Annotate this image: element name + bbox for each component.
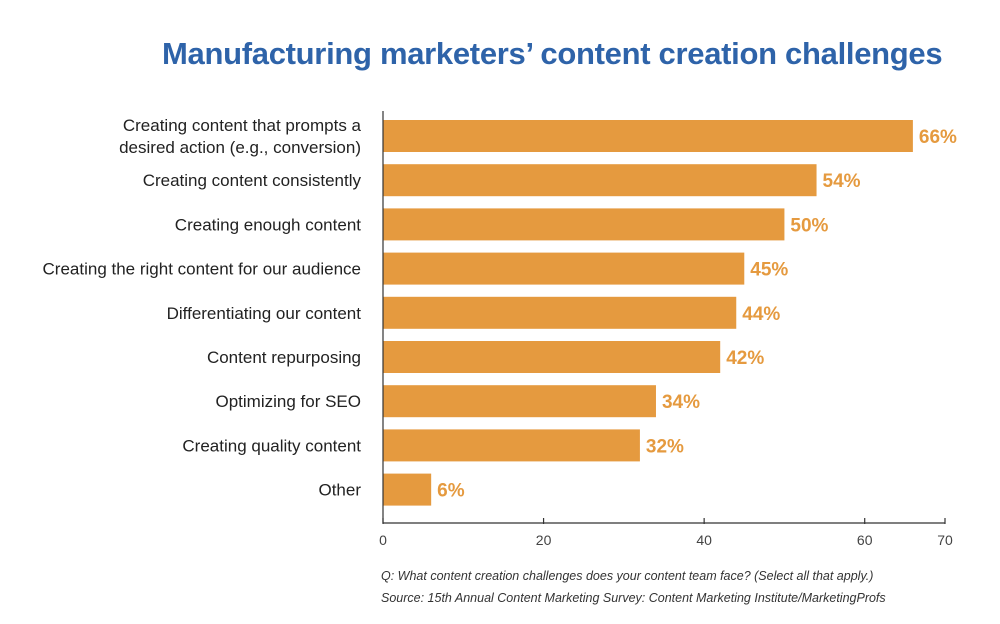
bar-7	[383, 385, 656, 418]
category-label-5: Differentiating our content	[167, 304, 362, 323]
value-labels-group: 66% 54% 50% 45% 44% 42% 34% 32% 6%	[437, 127, 957, 502]
data-label-4: 45%	[750, 260, 788, 281]
x-tick-label-20: 20	[536, 532, 552, 548]
survey-question-note: Q: What content creation challenges does…	[381, 569, 874, 583]
data-label-2: 54%	[823, 171, 861, 192]
bars-group	[383, 120, 913, 506]
x-tick-label-40: 40	[696, 532, 712, 548]
x-tick-label-70: 70	[937, 532, 953, 548]
chart-title: Manufacturing marketers’ content creatio…	[162, 36, 943, 71]
data-label-1: 66%	[919, 127, 957, 148]
category-label-1: Creating content that prompts a desired a…	[119, 116, 361, 157]
category-label-4: Creating the right content for our audie…	[43, 260, 361, 279]
category-label-8: Creating quality content	[182, 436, 361, 455]
category-label-2: Creating content consistently	[143, 171, 362, 190]
bar-3	[383, 208, 785, 241]
data-label-8: 32%	[646, 436, 684, 457]
bar-2	[383, 164, 817, 197]
category-labels-group: Creating content that prompts a desired a…	[43, 116, 362, 500]
bar-1	[383, 120, 913, 152]
category-label-9: Other	[318, 481, 361, 500]
bar-9	[383, 473, 432, 506]
data-label-5: 44%	[742, 304, 780, 325]
x-tick-label-60: 60	[857, 532, 873, 548]
category-label-7: Optimizing for SEO	[216, 392, 362, 411]
data-label-3: 50%	[790, 215, 828, 236]
bar-4	[383, 252, 745, 285]
data-label-9: 6%	[437, 481, 465, 502]
data-label-6: 42%	[726, 348, 764, 369]
source-note: Source: 15th Annual Content Marketing Su…	[381, 591, 886, 605]
category-label-6: Content repurposing	[207, 348, 361, 367]
bar-5	[383, 296, 737, 329]
bar-8	[383, 429, 640, 462]
axes-group: 0 20 40 60 70	[379, 111, 953, 548]
bar-6	[383, 341, 721, 373]
data-label-7: 34%	[662, 392, 700, 413]
category-label-3: Creating enough content	[175, 215, 361, 234]
x-tick-label-0: 0	[379, 532, 387, 548]
